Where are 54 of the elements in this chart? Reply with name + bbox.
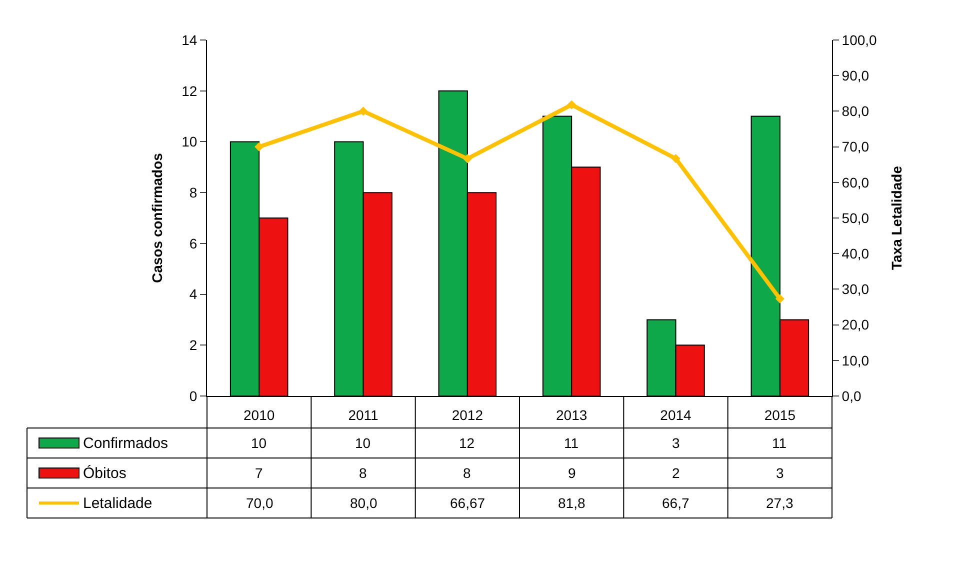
y-tick-label: 0: [189, 388, 198, 404]
x-tick-label: 2013: [556, 406, 588, 423]
y2-tick-label: 60,0: [842, 174, 870, 190]
data-label: 80,0: [350, 495, 378, 511]
point: [671, 154, 680, 164]
y2-tick-label: 0,0: [842, 388, 862, 404]
legend-label: Confirmados: [83, 435, 168, 452]
x-tick-label: 2015: [764, 406, 796, 423]
data-label: 10: [355, 435, 371, 451]
data-label: 27,3: [766, 495, 794, 511]
y-tick-label: 2: [189, 337, 198, 354]
y-tick-label: 10: [182, 134, 198, 150]
legend-label: Letalidade: [83, 495, 152, 512]
y2-tick-label: 70,0: [842, 138, 870, 155]
y-tick-label: 14: [182, 32, 198, 48]
y-tick-label: 12: [182, 82, 198, 99]
legend-label: Óbitos: [83, 464, 126, 482]
data-label: 11: [772, 435, 787, 451]
data-label: 12: [459, 435, 475, 451]
data-label: 66,7: [662, 495, 690, 511]
y2-tick-label: 20,0: [842, 316, 870, 333]
y2-axis-title: Taxa Letalidade: [888, 166, 904, 270]
data-label: 3: [672, 435, 680, 451]
data-label: 70,0: [246, 495, 274, 511]
point: [358, 106, 368, 116]
point: [462, 154, 472, 164]
point: [254, 142, 264, 152]
data-label: 8: [359, 465, 367, 481]
data-label: 11: [564, 435, 579, 451]
x-tick-label: 2011: [348, 406, 379, 423]
y-axis-title: Casos confirmados: [149, 152, 166, 283]
x-tick-label: 2014: [660, 406, 692, 423]
data-label: 9: [568, 465, 576, 481]
data-label: 7: [255, 465, 263, 481]
y2-tick-label: 80,0: [842, 103, 870, 120]
point: [775, 294, 784, 304]
y-tick-label: 6: [189, 235, 198, 252]
y2-tick-label: 30,0: [842, 281, 870, 298]
data-label: 81,8: [558, 495, 586, 511]
y2-tick-label: 10,0: [842, 352, 870, 368]
x-tick-label: 2012: [452, 406, 484, 423]
y-tick-label: 4: [189, 286, 198, 302]
x-tick-label: 2010: [244, 406, 275, 423]
y2-tick-label: 90,0: [842, 68, 870, 84]
y2-tick-label: 100,0: [842, 32, 878, 48]
point: [567, 100, 576, 110]
y-tick-label: 8: [189, 184, 198, 200]
y2-tick-label: 50,0: [842, 210, 870, 226]
data-label: 66,67: [450, 495, 486, 511]
data-label: 10: [251, 435, 267, 451]
data-label: 3: [776, 465, 784, 481]
y2-tick-label: 40,0: [842, 246, 870, 262]
data-label: 2: [672, 465, 680, 481]
data-label: 8: [463, 465, 471, 481]
